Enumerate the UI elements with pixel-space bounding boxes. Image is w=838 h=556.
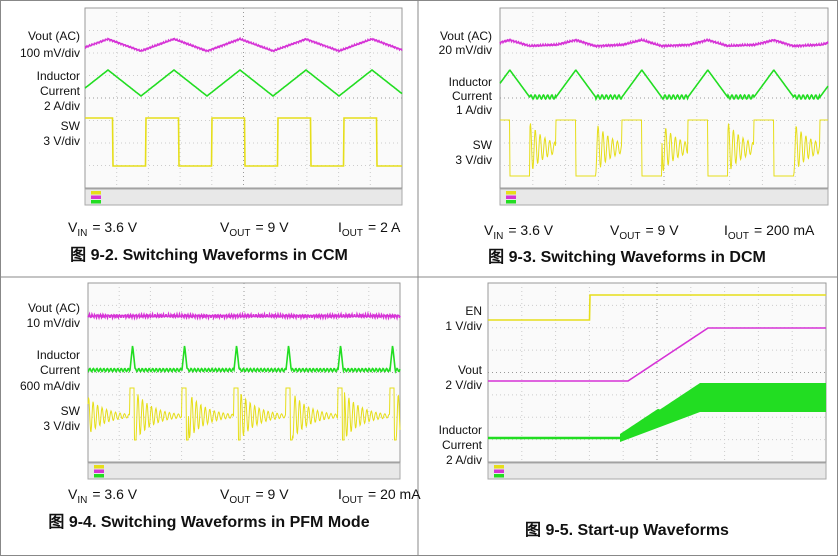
- parameter: VOUT = 9 V: [610, 222, 679, 242]
- trace-label: Vout (AC): [28, 29, 80, 43]
- param-value: = 3.6 V: [92, 219, 137, 235]
- trace-label: Current: [40, 363, 81, 377]
- param-value: = 9 V: [645, 222, 679, 238]
- figure-caption: 图 9-5. Start-up Waveforms: [525, 521, 729, 539]
- info-swatch: [506, 191, 516, 195]
- info-swatch: [94, 474, 104, 478]
- param-subscript: OUT: [229, 495, 250, 506]
- trace-label: Current: [452, 89, 493, 103]
- param-value: = 3.6 V: [92, 486, 137, 502]
- param-subscript: OUT: [342, 228, 363, 239]
- param-symbol: I: [338, 219, 342, 235]
- scope-info-bar: [87, 462, 401, 480]
- trace-label: 1 V/div: [445, 319, 482, 333]
- trace-label: Inductor: [37, 69, 80, 83]
- parameter: IOUT = 200 mA: [724, 222, 815, 242]
- info-swatch: [506, 195, 516, 199]
- trace-label: Vout: [458, 363, 483, 377]
- param-subscript: OUT: [229, 228, 250, 239]
- info-swatch: [494, 465, 504, 469]
- parameter: IOUT = 20 mA: [338, 486, 421, 506]
- trace-label: SW: [473, 138, 493, 152]
- trace-label: SW: [61, 404, 81, 418]
- param-subscript: OUT: [728, 231, 749, 242]
- trace-label: 20 mV/div: [439, 43, 492, 57]
- waveform: [488, 294, 826, 321]
- info-swatch: [494, 474, 504, 478]
- trace-label: 3 V/div: [43, 134, 80, 148]
- info-swatch: [91, 200, 101, 204]
- trace-label: 1 A/div: [456, 103, 492, 117]
- info-swatch: [91, 191, 101, 195]
- trace-label: Vout (AC): [440, 29, 492, 43]
- trace-label: 3 V/div: [43, 419, 80, 433]
- trace-label: Inductor: [439, 423, 482, 437]
- scope-info-bar: [499, 188, 829, 206]
- info-swatch: [494, 469, 504, 473]
- info-swatch: [94, 465, 104, 469]
- waveform: [488, 327, 826, 382]
- trace-label: 2 A/div: [44, 99, 80, 113]
- figure-caption: 图 9-3. Switching Waveforms in DCM: [488, 248, 766, 266]
- waveform: [87, 345, 401, 374]
- scope-info-bar: [487, 462, 827, 480]
- waveform: [500, 119, 828, 177]
- trace-label: SW: [61, 119, 81, 133]
- parameter: VOUT = 9 V: [220, 219, 289, 239]
- param-subscript: IN: [77, 495, 87, 506]
- parameter: VIN = 3.6 V: [68, 486, 138, 506]
- param-value: = 2 A: [368, 219, 401, 235]
- waveform: [87, 387, 401, 441]
- parameter: VOUT = 9 V: [220, 486, 289, 506]
- param-symbol: V: [610, 222, 620, 238]
- trace-label: Inductor: [37, 348, 80, 362]
- scope-info-bar: [84, 188, 403, 206]
- param-value: = 20 mA: [368, 486, 421, 502]
- param-value: = 200 mA: [754, 222, 815, 238]
- param-symbol: I: [338, 486, 342, 502]
- param-symbol: V: [220, 219, 230, 235]
- param-value: = 3.6 V: [508, 222, 553, 238]
- param-subscript: OUT: [619, 231, 640, 242]
- trace-label: Inductor: [449, 75, 492, 89]
- trace-label: 3 V/div: [455, 153, 492, 167]
- param-value: = 9 V: [255, 219, 289, 235]
- parameter: IOUT = 2 A: [338, 219, 401, 239]
- param-subscript: IN: [493, 231, 503, 242]
- waveform: [499, 37, 829, 49]
- param-value: = 9 V: [255, 486, 289, 502]
- trace-label: 10 mV/div: [27, 316, 80, 330]
- trace-label: EN: [465, 304, 482, 318]
- info-swatch: [94, 469, 104, 473]
- param-symbol: V: [484, 222, 494, 238]
- trace-label: 2 V/div: [445, 378, 482, 392]
- trace-label: Vout (AC): [28, 301, 80, 315]
- param-subscript: OUT: [342, 495, 363, 506]
- param-symbol: V: [68, 219, 78, 235]
- trace-label: Current: [40, 84, 81, 98]
- figure-caption: 图 9-2. Switching Waveforms in CCM: [70, 246, 348, 264]
- param-symbol: V: [220, 486, 230, 502]
- param-symbol: V: [68, 486, 78, 502]
- trace-label: 600 mA/div: [20, 379, 80, 393]
- info-swatch: [91, 195, 101, 199]
- waveform: [499, 69, 829, 102]
- trace-label: 100 mV/div: [20, 46, 80, 60]
- parameter: VIN = 3.6 V: [484, 222, 554, 242]
- figure-caption: 图 9-4. Switching Waveforms in PFM Mode: [48, 513, 369, 531]
- waveform-band: [620, 383, 826, 442]
- info-swatch: [506, 200, 516, 204]
- waveform: [87, 311, 401, 321]
- waveform: [84, 36, 403, 54]
- trace-label: 2 A/div: [446, 453, 482, 467]
- parameter: VIN = 3.6 V: [68, 219, 138, 239]
- param-symbol: I: [724, 222, 728, 238]
- trace-label: Current: [442, 438, 483, 452]
- waveform: [85, 117, 402, 167]
- param-subscript: IN: [77, 228, 87, 239]
- waveform: [84, 68, 403, 98]
